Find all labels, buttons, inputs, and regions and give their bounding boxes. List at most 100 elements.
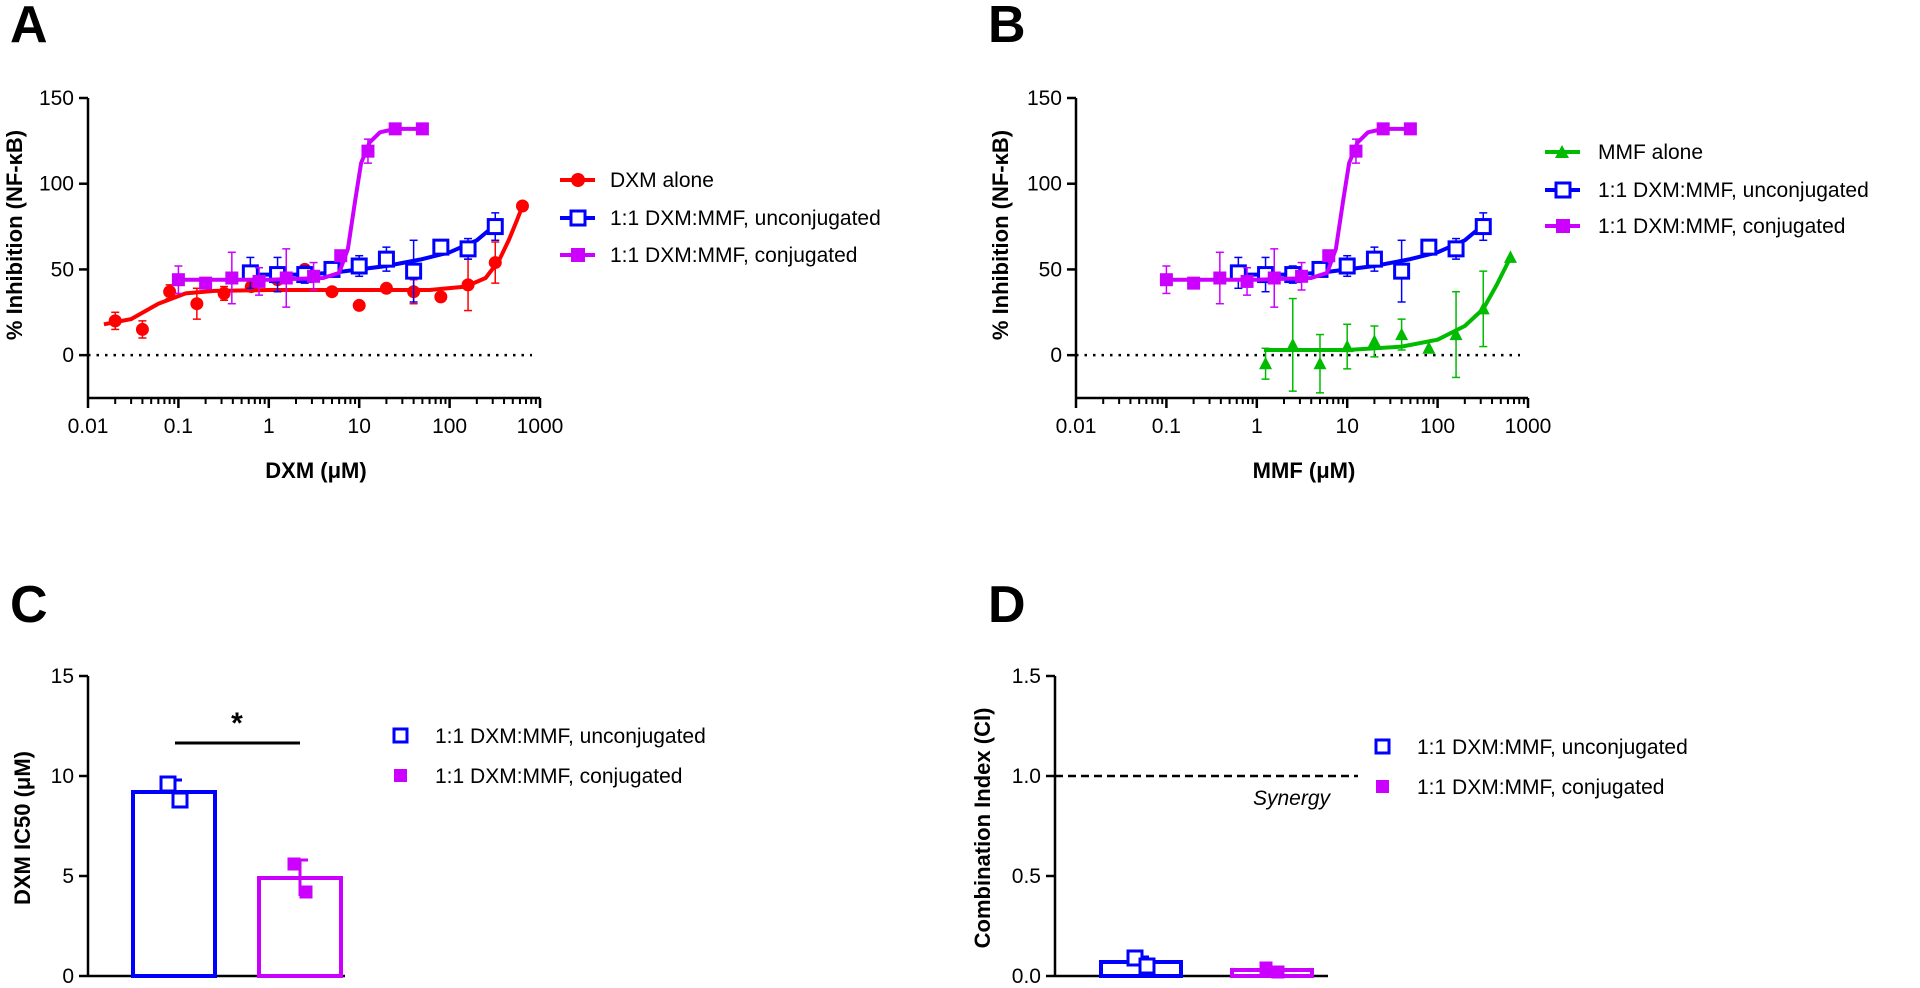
legend-b-conj-marker	[1556, 219, 1570, 233]
panel-a-dxm-point	[190, 297, 204, 311]
panel-a-dxm-point	[325, 285, 339, 299]
panel-c-conj-replicate-point	[287, 857, 301, 871]
legend-c-unconj-label: 1:1 DXM:MMF, unconjugated	[435, 725, 706, 748]
legend-b-conj-label: 1:1 DXM:MMF, conjugated	[1598, 215, 1845, 238]
panel-a-dxm-point	[135, 322, 149, 336]
panel-b-y-axis-title: % Inhibition (NF-κB)	[988, 130, 1013, 340]
panel-a-conj-point	[279, 271, 293, 285]
panel-c-y-axis-title: DXM IC50 (μM)	[10, 751, 35, 905]
panel-letter-d: D	[988, 576, 1026, 634]
legend-b-mmf-marker	[1555, 145, 1569, 158]
panel-c-unconj-replicate-point	[159, 775, 177, 793]
panel-b-mmf-point	[1340, 339, 1354, 353]
panel-a-dxm-point	[163, 285, 177, 299]
panel-b-x-tick-label: 100	[1420, 415, 1455, 438]
panel-b-chart: % Inhibition (NF-κB) MMF (μM)	[988, 130, 1355, 483]
panel-b-conj-point	[1322, 249, 1336, 263]
panel-a-legend: DXM alone 1:1 DXM:MMF, unconjugated 1:1 …	[560, 169, 881, 267]
panel-d-y-tick-label: 0.0	[1012, 965, 1041, 988]
panel-c-legend: 1:1 DXM:MMF, unconjugated 1:1 DXM:MMF, c…	[392, 725, 706, 788]
panel-a-dxm-point	[515, 199, 529, 213]
panel-letter-b: B	[988, 0, 1026, 54]
panel-a-conj-point	[334, 249, 348, 263]
panel-a-y-tick-label: 150	[39, 87, 74, 110]
panel-a-unconj-point	[405, 262, 423, 280]
panel-a-x-tick-label: 1000	[517, 415, 564, 438]
panel-a-dxm-point	[434, 290, 448, 304]
panel-a-conj-point	[388, 122, 402, 136]
legend-b-unconj-label: 1:1 DXM:MMF, unconjugated	[1598, 179, 1869, 202]
panel-b-mmf-point	[1476, 301, 1490, 315]
panel-b-y-tick-label: 0	[1050, 344, 1062, 367]
panel-b-conj-point	[1349, 144, 1363, 158]
panel-a-unconj-point	[350, 257, 368, 275]
panel-b-x-tick-label: 0.01	[1056, 415, 1097, 438]
panel-a-y-tick-label: 0	[62, 344, 74, 367]
panel-a-dxm-fit-curve	[103, 205, 525, 327]
panel-b-mmf-point	[1313, 356, 1327, 370]
panel-letter-a: A	[10, 0, 48, 54]
panel-d-unconj-replicate-point	[1138, 957, 1156, 975]
panel-a-dxm-point	[461, 278, 475, 292]
panel-a-y-axis-title: % Inhibition (NF-κB)	[2, 130, 27, 340]
panel-a-x-tick-label: 1	[263, 415, 275, 438]
legend-d-unconj-label: 1:1 DXM:MMF, unconjugated	[1417, 736, 1688, 759]
panel-b-unconj-point	[1365, 250, 1383, 268]
legend-a-dxm-marker	[571, 173, 585, 187]
panel-b-unconj-point	[1447, 240, 1465, 258]
panel-c-unconj-replicate-point	[171, 791, 189, 809]
panel-c-conj-replicate-point	[299, 885, 313, 899]
legend-a-conj: 1:1 DXM:MMF, conjugated	[560, 244, 857, 267]
panel-b-conj-point	[1376, 122, 1390, 136]
panel-a-unconj-point	[486, 218, 504, 236]
legend-c-conj-label: 1:1 DXM:MMF, conjugated	[435, 765, 682, 788]
legend-b-conj: 1:1 DXM:MMF, conjugated	[1545, 215, 1845, 238]
legend-b-mmf-label: MMF alone	[1598, 141, 1703, 164]
panel-b-conj-point	[1159, 273, 1173, 287]
panel-a-conj-point	[307, 269, 321, 283]
panel-d-legend: 1:1 DXM:MMF, unconjugated 1:1 DXM:MMF, c…	[1374, 736, 1688, 799]
panel-b-conj-point	[1187, 276, 1201, 290]
panel-b-conj-point	[1295, 269, 1309, 283]
panel-a-conj-point	[225, 271, 239, 285]
panel-b-x-axis-title: MMF (μM)	[1253, 458, 1356, 483]
legend-b-unconj: 1:1 DXM:MMF, unconjugated	[1545, 179, 1869, 202]
panel-b-conj-point	[1213, 271, 1227, 285]
synergy-label: Synergy	[1253, 787, 1332, 810]
panel-a-dxm-point	[217, 286, 231, 300]
legend-a-unconj-label: 1:1 DXM:MMF, unconjugated	[610, 207, 881, 230]
panel-b-x-tick-label: 1	[1251, 415, 1263, 438]
panel-b-conj-point	[1240, 274, 1254, 288]
panel-a-dxm-point	[108, 314, 122, 328]
panel-b-x-tick-label: 0.1	[1152, 415, 1181, 438]
panel-b-y-tick-label: 50	[1039, 258, 1062, 281]
legend-c-unconj-marker	[392, 727, 409, 744]
panel-a-dxm-point	[488, 256, 502, 270]
panel-c-y-tick-label: 10	[51, 765, 74, 788]
panel-c-y-tick-label: 5	[62, 865, 74, 888]
legend-a-conj-label: 1:1 DXM:MMF, conjugated	[610, 244, 857, 267]
panel-b-unconj-point	[1338, 257, 1356, 275]
panel-a-conj-fit-curve	[174, 126, 423, 282]
panel-d-conj-replicate-point	[1271, 965, 1285, 979]
panel-a-unconj-point	[377, 250, 395, 268]
panel-a-conj-point	[415, 122, 429, 136]
panel-a-x-tick-label: 0.1	[164, 415, 193, 438]
panel-b-unconj-point	[1474, 218, 1492, 236]
panel-a-x-tick-label: 10	[348, 415, 371, 438]
panel-b-mmf-point	[1286, 337, 1300, 351]
panel-b-mmf-point	[1367, 334, 1381, 347]
panel-a-conj-point	[199, 276, 213, 290]
legend-b-unconj-marker	[1554, 181, 1572, 199]
panel-a-x-axis-title: DXM (μM)	[265, 458, 366, 483]
panel-a-conj-point	[252, 274, 266, 288]
legend-a-unconj: 1:1 DXM:MMF, unconjugated	[560, 207, 881, 230]
legend-a-unconj-marker	[569, 209, 587, 227]
panel-c-y-tick-label: 15	[51, 665, 74, 688]
panel-b-conj-fit-curve	[1162, 126, 1411, 282]
panel-a-unconj-point	[432, 238, 450, 256]
panel-letter-c: C	[10, 576, 48, 634]
legend-a-dxm-label: DXM alone	[610, 169, 714, 192]
